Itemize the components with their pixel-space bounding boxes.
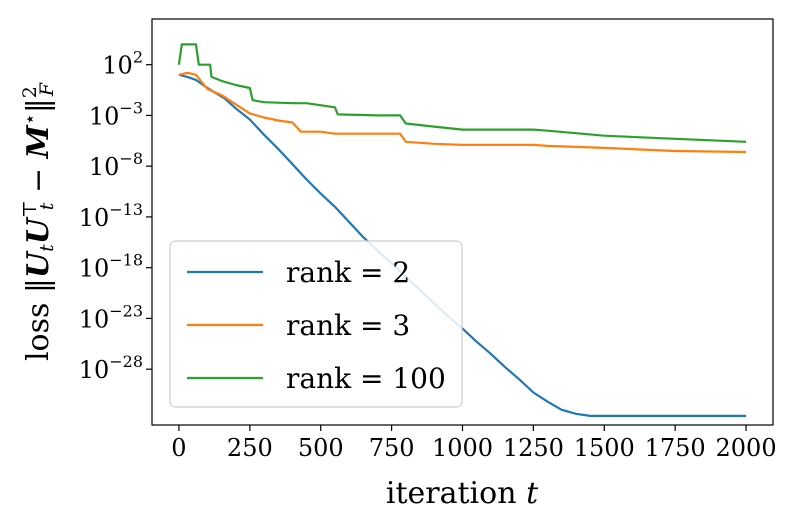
x-tick-label: 750 — [369, 434, 415, 462]
legend-entry-0: rank = 2 — [286, 256, 410, 289]
x-tick-label: 2000 — [716, 434, 777, 462]
legend: rank = 2 rank = 3 rank = 100 — [169, 240, 463, 408]
y-tick-label: 10−3 — [89, 98, 143, 130]
x-tick-label: 1500 — [574, 434, 635, 462]
y-tick-label: 102 — [102, 48, 143, 80]
y-tick-label: 10−8 — [89, 149, 143, 181]
y-tick-label: 10−28 — [79, 352, 143, 384]
legend-entry-2: rank = 100 — [286, 362, 446, 395]
x-axis-label: iteration t — [386, 476, 539, 511]
y-tick-label: 10−13 — [79, 200, 143, 232]
y-tick-label: 10−18 — [79, 251, 143, 283]
x-tick-label: 1750 — [645, 434, 706, 462]
x-tick-label: 0 — [171, 434, 186, 462]
x-tick-label: 500 — [298, 434, 344, 462]
x-tick-label: 250 — [227, 434, 273, 462]
series-line-2 — [177, 43, 747, 143]
y-tick-label: 10−23 — [79, 301, 143, 333]
legend-box — [169, 240, 463, 408]
axis-ticks: 0 250 500 750 1000 1250 1500 1750 2000 102 10−3 10−… — [79, 48, 777, 462]
y-axis-label: loss ‖UtU⊤t − M⋆‖2F — [19, 82, 58, 361]
series-line-1 — [178, 71, 747, 154]
x-tick-label: 1000 — [432, 434, 493, 462]
legend-entry-1: rank = 3 — [286, 309, 410, 342]
x-tick-label: 1250 — [503, 434, 564, 462]
